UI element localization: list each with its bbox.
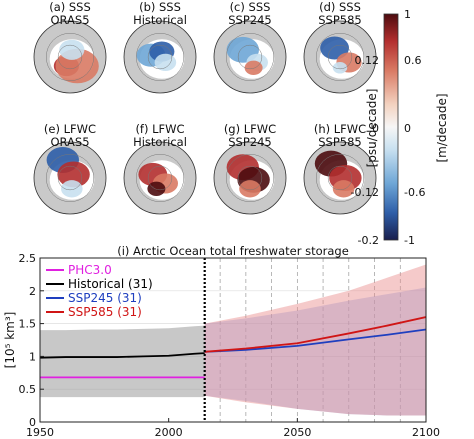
trend-patch bbox=[332, 62, 348, 74]
colorbar-left-tick: 0 bbox=[372, 122, 379, 135]
colorbar-left-tick: -0.12 bbox=[351, 186, 379, 199]
series-line bbox=[204, 328, 426, 353]
y-tick-label: 2.5 bbox=[19, 252, 37, 265]
y-axis-label: [10⁵ km³] bbox=[3, 312, 17, 369]
series-line bbox=[40, 352, 205, 359]
panel-subtitle: SSP585 bbox=[318, 13, 361, 27]
latitude-circle bbox=[135, 153, 185, 203]
spread-band bbox=[40, 325, 205, 398]
latitude-circle bbox=[225, 153, 275, 203]
colorbar-right-tick: -1 bbox=[404, 234, 415, 247]
trend-patch bbox=[154, 53, 177, 72]
latitude-circle bbox=[237, 44, 263, 70]
spread-band bbox=[204, 287, 426, 416]
panel-subtitle: Historical bbox=[133, 13, 187, 27]
x-tick-label: 2100 bbox=[412, 426, 440, 439]
chart-title: (i) Arctic Ocean total freshwater storag… bbox=[117, 244, 349, 258]
panel-title: (e) LFWC bbox=[44, 122, 96, 136]
y-tick-label: 1 bbox=[29, 350, 36, 363]
map-outline bbox=[303, 141, 377, 215]
trend-patch bbox=[61, 180, 83, 198]
latitude-circle bbox=[45, 32, 95, 82]
timeseries-chart: (i) Arctic Ocean total freshwater storag… bbox=[3, 244, 440, 439]
map-outline bbox=[33, 20, 107, 94]
legend-label: SSP585 (31) bbox=[68, 305, 142, 319]
map-outline bbox=[303, 20, 377, 94]
panel-subtitle: SSP245 bbox=[228, 135, 271, 149]
x-tick-label: 2000 bbox=[155, 426, 183, 439]
latitude-circle bbox=[147, 165, 173, 191]
y-tick-label: 0 bbox=[29, 416, 36, 429]
colorbar-left-tick: 0.12 bbox=[355, 54, 380, 67]
colorbar-right-label: [m/decade] bbox=[435, 93, 449, 162]
colorbar-right-tick: 0 bbox=[404, 122, 411, 135]
panel-title: (f) LFWC bbox=[135, 122, 184, 136]
y-tick-label: 0.5 bbox=[19, 383, 37, 396]
panel-title: (d) SSS bbox=[319, 0, 361, 14]
panel-title: (g) LFWC bbox=[224, 122, 276, 136]
legend-label: SSP245 (31) bbox=[68, 291, 142, 305]
panel-subtitle: SSP245 bbox=[228, 13, 271, 27]
latitude-circle bbox=[327, 44, 353, 70]
latitude-circle bbox=[225, 32, 275, 82]
latitude-circle bbox=[45, 153, 95, 203]
panel-title: (c) SSS bbox=[230, 0, 271, 14]
panel-title: (a) SSS bbox=[49, 0, 91, 14]
colorbar-right-tick: 0.6 bbox=[404, 54, 422, 67]
panel-title: (b) SSS bbox=[139, 0, 181, 14]
legend-label: Historical (31) bbox=[68, 277, 153, 291]
latitude-circle bbox=[315, 32, 365, 82]
panel-subtitle: ORAS5 bbox=[50, 13, 89, 27]
latitude-circle bbox=[315, 153, 365, 203]
panel-title: (h) LFWC bbox=[314, 122, 366, 136]
colorbar-left-label: [psu/decade] bbox=[365, 89, 379, 168]
latitude-circle bbox=[147, 44, 173, 70]
trend-patch bbox=[244, 60, 263, 75]
latitude-circle bbox=[57, 44, 83, 70]
panel-subtitle: Historical bbox=[133, 135, 187, 149]
latitude-circle bbox=[57, 165, 83, 191]
y-tick-label: 1.5 bbox=[19, 318, 37, 331]
y-tick-label: 2 bbox=[29, 285, 36, 298]
colorbar-gradient bbox=[383, 13, 399, 241]
x-axis-ticks: 1950 2000 2050 2100 bbox=[26, 418, 440, 439]
panel-subtitle: ORAS5 bbox=[50, 135, 89, 149]
trend-patch bbox=[332, 180, 355, 198]
map-outline bbox=[33, 141, 107, 215]
x-tick-label: 2050 bbox=[283, 426, 311, 439]
y-axis-ticks: 0 0.5 1 1.5 2 2.5 bbox=[19, 252, 44, 429]
colorbar-right-tick: 1 bbox=[404, 8, 411, 21]
panel-subtitle: SSP585 bbox=[318, 135, 361, 149]
map-outline bbox=[123, 141, 197, 215]
map-outline bbox=[213, 141, 287, 215]
map-outline bbox=[123, 20, 197, 94]
latitude-circle bbox=[237, 165, 263, 191]
latitude-circle bbox=[327, 165, 353, 191]
trend-patch bbox=[239, 180, 261, 198]
colorbar-left-tick: -0.2 bbox=[358, 234, 379, 247]
series-line bbox=[204, 316, 426, 353]
plot-frame bbox=[39, 257, 427, 423]
legend-label: PHC3.0 bbox=[68, 263, 112, 277]
trend-patch bbox=[147, 181, 166, 196]
latitude-circle bbox=[135, 32, 185, 82]
series-lines bbox=[40, 316, 426, 379]
colorbar: 1 0.6 0 -0.6 -1 0.12 0 -0.12 -0.2 [psu/d… bbox=[351, 8, 449, 247]
trend-patch bbox=[59, 39, 85, 60]
colorbar-right-tick: -0.6 bbox=[404, 186, 425, 199]
trend-patch bbox=[320, 36, 349, 60]
x-tick-label: 1950 bbox=[26, 426, 54, 439]
map-outline bbox=[213, 20, 287, 94]
